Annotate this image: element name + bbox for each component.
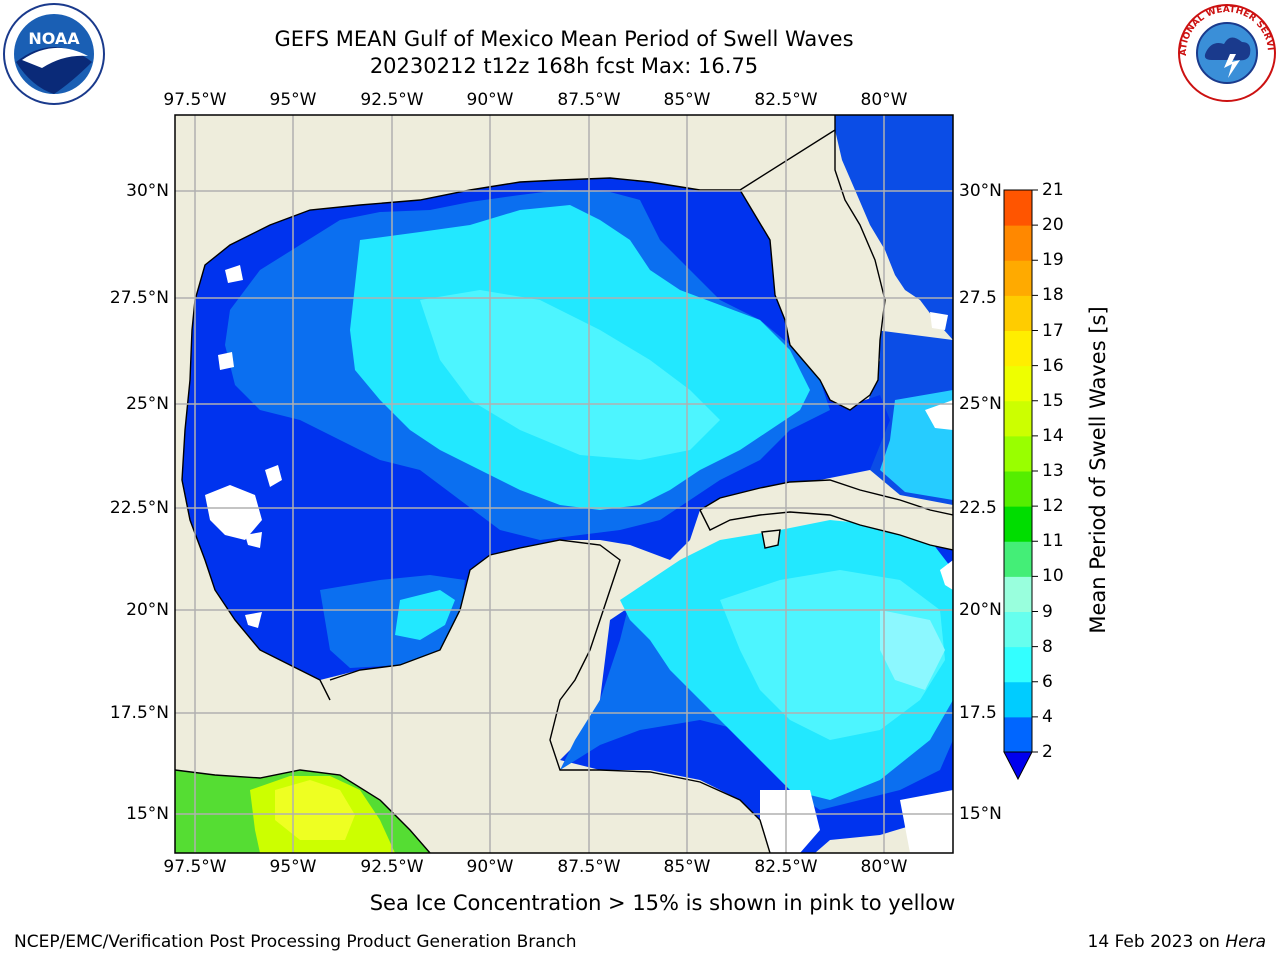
nws-logo: NATIONAL WEATHER SERVICE — [1176, 2, 1276, 102]
colorbar-segment — [1004, 190, 1032, 226]
lat-label-right: 20°N — [959, 600, 1002, 620]
lon-label-bottom: 90°W — [466, 857, 514, 877]
colorbar-segment — [1004, 646, 1032, 683]
lon-label-top: 80°W — [860, 90, 908, 110]
lon-label-bottom: 87.5°W — [557, 857, 621, 877]
lat-label-left: 17.5°N — [109, 703, 169, 723]
lat-label-right: 17.5 — [959, 703, 997, 723]
lat-label-left: 25°N — [126, 394, 169, 414]
colorbar-tick-label: 19 — [1042, 250, 1064, 271]
colorbar-tick-label: 18 — [1042, 285, 1064, 306]
lon-label-top: 85°W — [663, 90, 711, 110]
colorbar-tick-label: 13 — [1042, 461, 1064, 481]
colorbar-tick-label: 21 — [1042, 180, 1064, 200]
atlantic-water — [835, 115, 953, 340]
gulf-south-cyan — [395, 590, 455, 640]
colorbar-segment — [1004, 506, 1032, 542]
lat-label-right: 15°N — [959, 804, 1002, 824]
footer-host: Hera — [1225, 932, 1266, 952]
lon-label-top: 97.5°W — [163, 90, 227, 110]
colorbar-segment — [1004, 330, 1032, 367]
yucatan-land — [330, 540, 620, 853]
colorbar-segment — [1004, 471, 1032, 507]
lat-label-left: 30°N — [126, 181, 169, 201]
colorbar-tick-label: 6 — [1042, 671, 1053, 692]
footer-credit: NCEP/EMC/Verification Post Processing Pr… — [14, 932, 577, 952]
lon-label-bottom: 92.5°W — [360, 857, 424, 877]
colorbar-segment — [1004, 260, 1032, 296]
colorbar-tick-label: 17 — [1042, 320, 1064, 341]
colorbar-under-arrow — [1003, 751, 1033, 781]
colorbar-segment — [1004, 435, 1032, 472]
colorbar-tick-label: 14 — [1042, 425, 1064, 446]
colorbar-segment — [1004, 365, 1032, 402]
colorbar-tick-label: 8 — [1042, 636, 1053, 657]
colorbar-tick-label: 2 — [1042, 742, 1053, 762]
colorbar-tick-label: 9 — [1042, 601, 1053, 622]
gridlines — [175, 115, 953, 853]
lon-label-top: 92.5°W — [360, 90, 424, 110]
colorbar-tick-label: 4 — [1042, 706, 1053, 727]
chart-title-line1: GEFS MEAN Gulf of Mexico Mean Period of … — [274, 27, 854, 51]
mexico-gulf-coast — [175, 115, 835, 778]
lon-label-top: 87.5°W — [557, 90, 621, 110]
colorbar-tick-label: 10 — [1042, 566, 1064, 587]
lon-label-bottom: 85°W — [663, 857, 711, 877]
florida-land — [740, 115, 885, 410]
lon-label-top: 95°W — [269, 90, 317, 110]
lon-label-top: 90°W — [466, 90, 514, 110]
map-plot-area — [175, 115, 953, 853]
colorbar-segment — [1004, 400, 1032, 437]
sea-ice-note: Sea Ice Concentration > 15% is shown in … — [369, 891, 956, 915]
colorbar-segment — [1004, 225, 1032, 261]
colorbar-segment — [1004, 716, 1032, 753]
colorbar-segment — [1004, 295, 1032, 331]
colorbar-tick-label: 12 — [1042, 496, 1064, 517]
footer-date-text: 14 Feb 2023 on — [1087, 932, 1226, 952]
colorbar — [1003, 189, 1038, 781]
colorbar-segment — [1004, 541, 1032, 577]
lon-label-top: 82.5°W — [754, 90, 818, 110]
lat-label-right: 25°N — [959, 394, 1002, 414]
lon-label-bottom: 95°W — [269, 857, 317, 877]
colorbar-tick-label: 20 — [1042, 215, 1064, 236]
lat-label-right: 22.5 — [959, 498, 997, 518]
lon-label-bottom: 80°W — [860, 857, 908, 877]
lat-label-left: 15°N — [126, 804, 169, 824]
colorbar-tick-label: 11 — [1042, 531, 1064, 552]
colorbar-segment — [1004, 611, 1032, 648]
lon-label-bottom: 82.5°W — [754, 857, 818, 877]
no-data-patch — [205, 485, 262, 540]
lat-label-left: 27.5°N — [109, 288, 169, 308]
noaa-logo: NOAA — [3, 3, 105, 105]
colorbar-segment — [1004, 576, 1032, 612]
lat-label-left: 20°N — [126, 600, 169, 620]
lat-label-left: 22.5°N — [109, 498, 169, 518]
svg-text:NOAA: NOAA — [28, 29, 80, 48]
chart-title-line2: 20230212 t12z 168h fcst Max: 16.75 — [369, 54, 759, 78]
footer-date: 14 Feb 2023 on Hera — [1088, 932, 1266, 952]
colorbar-title: Mean Period of Swell Waves [s] — [1086, 306, 1110, 634]
map-frame — [174, 114, 954, 854]
colorbar-tick-label: 15 — [1042, 390, 1064, 411]
lon-label-bottom: 97.5°W — [163, 857, 227, 877]
colorbar-segment — [1004, 681, 1032, 718]
lat-label-right: 27.5 — [959, 288, 997, 308]
lat-label-right: 30°N — [959, 181, 1002, 201]
central-america-land — [540, 770, 770, 853]
coastlines — [175, 115, 953, 853]
colorbar-tick-label: 16 — [1042, 355, 1064, 376]
